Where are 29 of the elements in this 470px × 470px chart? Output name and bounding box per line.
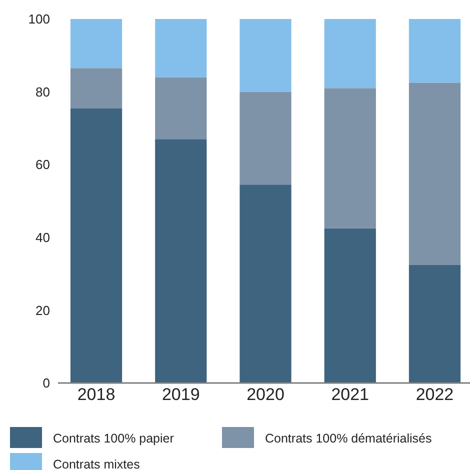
- x-tick-label: 2020: [246, 385, 284, 404]
- y-tick-label: 60: [36, 157, 50, 172]
- bar: [240, 92, 292, 185]
- y-tick-label: 80: [36, 84, 50, 100]
- x-tick-label: 2021: [331, 385, 370, 404]
- legend-label: Contrats mixtes: [53, 457, 140, 470]
- bar: [408, 264, 461, 383]
- bar: [324, 19, 376, 88]
- x-tick-label: 2018: [77, 385, 116, 404]
- bar: [70, 68, 122, 108]
- bar: [70, 108, 122, 383]
- legend-label: Contrats 100% dématérialisés: [265, 431, 432, 446]
- bar: [155, 19, 207, 78]
- bar: [408, 19, 461, 83]
- bar: [70, 19, 122, 68]
- bar: [240, 184, 292, 383]
- x-tick-label: 2019: [162, 385, 200, 404]
- bar: [324, 88, 376, 228]
- y-tick-label: 20: [36, 302, 50, 318]
- bar: [408, 82, 461, 265]
- legend-label: Contrats 100% papier: [53, 431, 174, 446]
- y-tick-label: 100: [28, 12, 50, 27]
- bar: [324, 228, 376, 383]
- bar: [155, 139, 207, 383]
- x-tick-label: 2022: [416, 385, 454, 404]
- y-tick-label: 40: [36, 230, 50, 245]
- y-tick-label: 0: [42, 376, 50, 391]
- bar: [240, 19, 292, 92]
- bar: [155, 77, 207, 140]
